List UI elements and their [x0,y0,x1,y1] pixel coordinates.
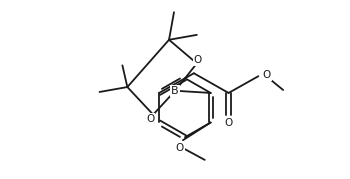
Text: O: O [176,143,184,153]
Text: O: O [194,55,202,66]
Text: B: B [171,86,179,96]
Text: O: O [262,70,271,80]
Text: O: O [146,113,154,124]
Text: O: O [224,118,233,128]
